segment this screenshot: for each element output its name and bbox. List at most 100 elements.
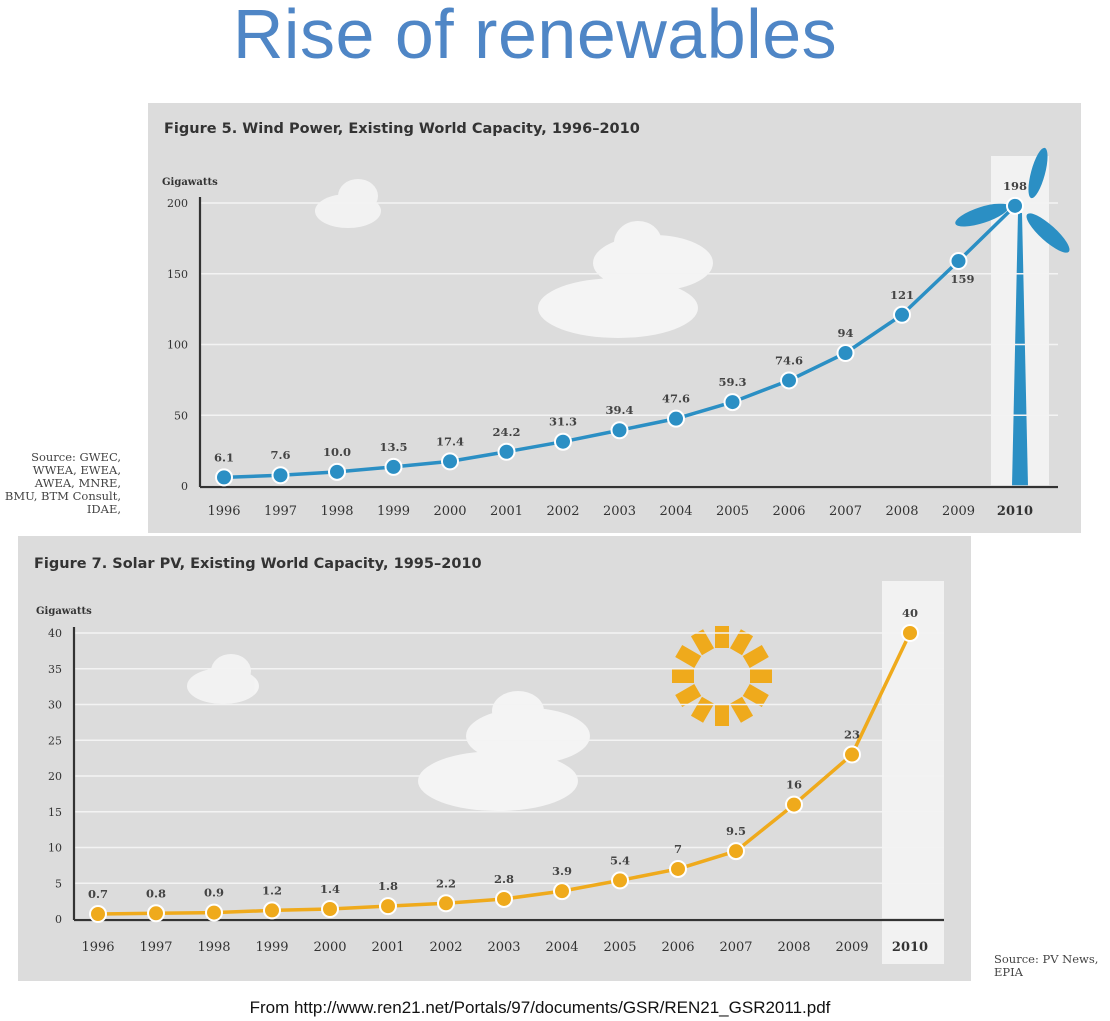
- slide-title: Rise of renewables: [232, 0, 838, 73]
- x-tick-label: 2006: [772, 504, 805, 519]
- x-tick-label: 2004: [659, 504, 692, 519]
- data-label: 6.1: [214, 450, 234, 464]
- x-tick-label: 2004: [545, 940, 578, 955]
- data-point: [611, 871, 629, 890]
- x-tick-label: 2000: [433, 504, 466, 519]
- data-point: [836, 343, 855, 362]
- data-point: [610, 421, 629, 440]
- y-tick-label: 35: [48, 663, 62, 676]
- data-point: [441, 452, 459, 471]
- data-label: 0.8: [146, 886, 166, 900]
- y-tick-label: 30: [48, 699, 62, 712]
- x-tick-label: 2002: [429, 940, 462, 955]
- data-point: [89, 904, 107, 923]
- data-label: 3.9: [552, 864, 572, 878]
- data-point: [495, 889, 513, 908]
- data-point: [321, 899, 339, 918]
- solar-chart-panel: Figure 7. Solar PV, Existing World Capac…: [18, 536, 971, 981]
- data-label: 24.2: [492, 425, 520, 439]
- y-tick-label: 150: [167, 268, 188, 281]
- data-label: 7.6: [270, 448, 290, 462]
- y-tick-label: 20: [48, 770, 62, 783]
- y-tick-label: 50: [174, 409, 188, 422]
- solar-chart-title: Figure 7. Solar PV, Existing World Capac…: [34, 556, 482, 572]
- data-point: [497, 442, 516, 461]
- data-label: 7: [674, 842, 682, 856]
- data-point: [271, 466, 290, 485]
- y-tick-label: 40: [48, 627, 62, 640]
- cloud-icon: [418, 691, 590, 811]
- data-label: 5.4: [610, 853, 630, 867]
- data-label: 39.4: [605, 403, 633, 417]
- data-point: [384, 457, 403, 476]
- data-point: [553, 882, 571, 901]
- data-point: [893, 305, 911, 324]
- footer-source-url: From http://www.ren21.net/Portals/97/doc…: [249, 998, 831, 1017]
- wind-source-note: Source: GWEC, WWEA, EWEA, AWEA, MNRE, BM…: [4, 451, 121, 516]
- data-label: 1.2: [262, 883, 282, 897]
- data-label: 13.5: [379, 440, 407, 454]
- y-tick-label: 10: [48, 842, 62, 855]
- x-tick-label: 2005: [716, 504, 749, 519]
- data-point: [1006, 196, 1024, 215]
- y-tick-label: 0: [181, 480, 188, 493]
- x-tick-label: 1999: [377, 504, 410, 519]
- cloud-icon: [538, 221, 713, 338]
- data-label: 121: [890, 288, 914, 302]
- x-tick-label: 2001: [371, 940, 404, 955]
- data-label: 74.6: [775, 353, 803, 367]
- data-label: 23: [844, 728, 860, 742]
- data-label: 40: [902, 606, 918, 620]
- sun-ray: [690, 629, 715, 656]
- sun-ray: [729, 629, 754, 656]
- data-point: [723, 393, 742, 412]
- x-tick-label: 1997: [139, 940, 172, 955]
- data-label: 9.5: [726, 824, 746, 838]
- sun-ray: [675, 683, 702, 708]
- x-tick-label: 2008: [777, 940, 810, 955]
- sun-ray: [690, 696, 715, 723]
- data-point: [949, 252, 968, 271]
- data-label: 31.3: [549, 415, 577, 429]
- data-label: 2.8: [494, 872, 514, 886]
- data-point: [785, 795, 803, 814]
- data-point: [147, 904, 165, 923]
- data-label: 0.9: [204, 886, 224, 900]
- x-tick-label: 1998: [320, 504, 353, 519]
- x-tick-label: 2007: [829, 504, 862, 519]
- data-label: 159: [950, 272, 974, 286]
- sun-ray: [715, 626, 729, 648]
- y-tick-label: 200: [167, 197, 188, 210]
- sun-ray: [742, 683, 769, 708]
- wind-chart-panel: Figure 5. Wind Power, Existing World Cap…: [148, 103, 1081, 533]
- data-point: [843, 745, 861, 764]
- y-axis-label: Gigawatts: [162, 177, 218, 188]
- y-tick-label: 100: [167, 339, 188, 352]
- sun-icon: [672, 626, 772, 726]
- data-label: 0.7: [88, 887, 108, 901]
- data-point: [263, 901, 281, 920]
- x-tick-label: 2010: [892, 940, 928, 955]
- x-tick-label: 2007: [719, 940, 752, 955]
- x-tick-label: 1997: [264, 504, 297, 519]
- sun-ray: [729, 696, 754, 723]
- data-label: 94: [837, 326, 853, 340]
- data-point: [205, 903, 223, 922]
- data-point: [379, 897, 397, 916]
- y-tick-label: 0: [55, 913, 62, 926]
- x-tick-label: 2001: [490, 504, 523, 519]
- x-tick-label: 2009: [835, 940, 868, 955]
- data-label: 198: [1003, 179, 1027, 193]
- data-point: [901, 624, 919, 642]
- x-tick-label: 1996: [81, 940, 114, 955]
- x-tick-label: 2003: [487, 940, 520, 955]
- y-tick-label: 15: [48, 806, 62, 819]
- data-point: [328, 462, 346, 481]
- data-point: [780, 371, 798, 390]
- y-axis-label: Gigawatts: [36, 606, 92, 617]
- y-tick-label: 5: [55, 877, 62, 890]
- x-tick-label: 2006: [661, 940, 694, 955]
- data-label: 1.8: [378, 879, 398, 893]
- data-point: [215, 468, 233, 487]
- data-point: [437, 894, 455, 913]
